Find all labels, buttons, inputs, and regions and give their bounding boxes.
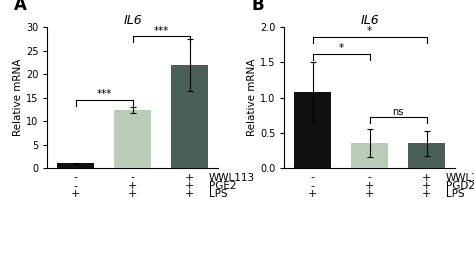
Bar (408, 143, 445, 168)
Text: -: - (74, 173, 78, 182)
Text: *: * (367, 26, 372, 36)
Text: WWL113: WWL113 (446, 173, 474, 182)
Text: WWL113: WWL113 (209, 173, 255, 182)
Bar (171, 65, 208, 168)
Text: -: - (368, 173, 372, 182)
Text: *: * (339, 43, 344, 53)
Text: PGD2: PGD2 (446, 181, 474, 191)
Text: +: + (422, 181, 431, 191)
Text: PGE2: PGE2 (209, 181, 236, 191)
Bar (351, 143, 388, 168)
Text: -: - (311, 181, 315, 191)
Text: -: - (74, 181, 78, 191)
Text: -: - (131, 173, 135, 182)
Text: ns: ns (392, 107, 404, 117)
Text: B: B (251, 0, 264, 14)
Text: LPS: LPS (446, 189, 464, 199)
Text: +: + (422, 173, 431, 182)
Text: +: + (365, 181, 374, 191)
Title: IL6: IL6 (360, 14, 379, 27)
Text: LPS: LPS (209, 189, 227, 199)
Text: ***: *** (97, 89, 112, 99)
Text: +: + (128, 189, 137, 199)
Text: +: + (308, 189, 318, 199)
Text: +: + (365, 189, 374, 199)
Text: +: + (185, 181, 194, 191)
Text: +: + (185, 173, 194, 182)
Text: ***: *** (154, 26, 169, 36)
Y-axis label: Relative mRNA: Relative mRNA (13, 59, 23, 136)
Y-axis label: Relative mRNA: Relative mRNA (247, 59, 257, 136)
Text: +: + (71, 189, 81, 199)
Text: +: + (422, 189, 431, 199)
Bar (294, 92, 331, 168)
Bar (114, 110, 151, 168)
Text: +: + (185, 189, 194, 199)
Text: -: - (311, 173, 315, 182)
Title: IL6: IL6 (123, 14, 142, 27)
Bar (57, 163, 94, 168)
Text: A: A (14, 0, 27, 14)
Text: +: + (128, 181, 137, 191)
